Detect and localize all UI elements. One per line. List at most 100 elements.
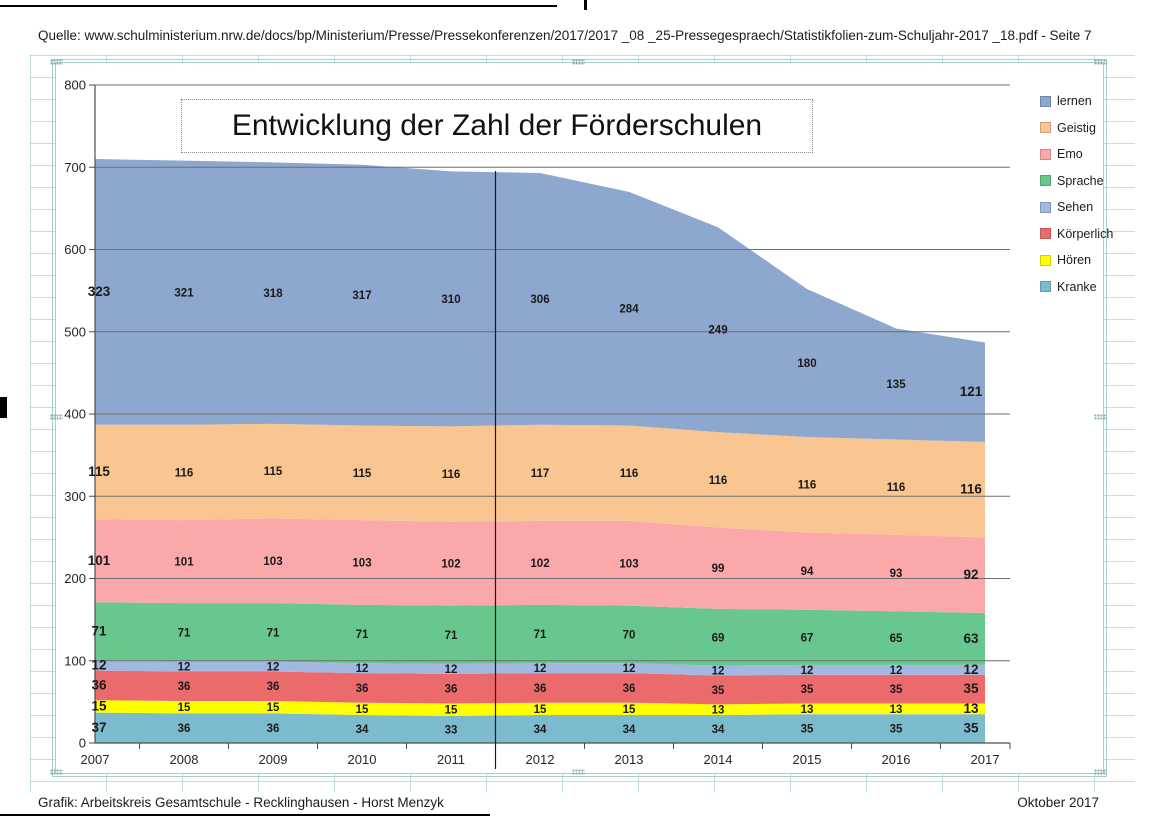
- series-area-Sprache[interactable]: [95, 602, 985, 666]
- selection-handle-bottom-left[interactable]: [50, 769, 63, 775]
- selection-handle-bottom-center[interactable]: [572, 769, 585, 775]
- footer-credit: Grafik: Arbeitskreis Gesamtschule - Reck…: [38, 795, 444, 810]
- value-label-Sehen-2013: 12: [623, 663, 636, 675]
- scan-border-top: [0, 5, 557, 7]
- value-label-Körperlich-2007: 36: [91, 677, 107, 692]
- value-label-Sehen-2015: 12: [801, 665, 814, 677]
- value-label-Sehen-2007: 12: [91, 658, 106, 673]
- legend-item-1[interactable]: Geistig: [1040, 115, 1150, 142]
- legend-swatch: [1040, 175, 1051, 187]
- value-label-lernen-2012: 306: [530, 294, 549, 306]
- series-area-Geistig[interactable]: [95, 423, 985, 538]
- value-label-Sprache-2014: 69: [712, 632, 725, 644]
- series-area-Emo[interactable]: [95, 518, 985, 614]
- selection-handle-middle-right[interactable]: [1094, 414, 1107, 420]
- y-tick-label: 600: [64, 242, 86, 257]
- value-label-Hören-2012: 15: [534, 704, 547, 716]
- legend-label: Kranke: [1057, 279, 1097, 294]
- value-label-Kranke-2014: 34: [712, 724, 725, 736]
- value-label-Kranke-2011: 33: [445, 724, 458, 736]
- legend-label: Körperlich: [1057, 226, 1114, 241]
- value-label-Geistig-2014: 116: [709, 475, 728, 487]
- value-label-Sehen-2017: 12: [963, 662, 978, 677]
- value-label-Kranke-2013: 34: [623, 724, 636, 736]
- selection-handle-top-left[interactable]: [50, 59, 63, 65]
- value-label-Sehen-2012: 12: [534, 663, 547, 675]
- value-label-Emo-2014: 99: [712, 563, 725, 575]
- x-tick-label: 2014: [704, 752, 733, 767]
- value-label-lernen-2007: 323: [88, 284, 111, 299]
- value-label-Kranke-2009: 36: [267, 723, 280, 735]
- x-tick-label: 2016: [882, 752, 911, 767]
- value-label-lernen-2013: 284: [619, 304, 639, 316]
- value-label-Kranke-2017: 35: [963, 721, 979, 736]
- chart-legend[interactable]: lernen Geistig Emo Sprache Sehen Körperlich Hö…: [1040, 88, 1150, 300]
- value-label-Kranke-2007: 37: [91, 720, 106, 735]
- legend-swatch: [1040, 122, 1051, 134]
- value-label-Sprache-2011: 71: [445, 630, 458, 642]
- selection-handle-top-right[interactable]: [1094, 59, 1107, 65]
- selection-handle-bottom-right[interactable]: [1094, 769, 1107, 775]
- y-tick-label: 700: [64, 160, 86, 175]
- value-label-Sprache-2010: 71: [356, 629, 369, 641]
- legend-item-3[interactable]: Sprache: [1040, 168, 1150, 195]
- x-tick-label: 2012: [526, 752, 555, 767]
- legend-label: lernen: [1057, 94, 1092, 109]
- legend-item-6[interactable]: Hören: [1040, 247, 1150, 274]
- value-label-lernen-2017: 121: [960, 384, 983, 399]
- value-label-Kranke-2016: 35: [890, 724, 903, 736]
- scan-mark-left: [0, 397, 7, 418]
- legend-swatch: [1040, 281, 1051, 293]
- value-label-Sehen-2016: 12: [890, 665, 903, 677]
- value-label-Hören-2017: 13: [963, 701, 979, 716]
- legend-swatch: [1040, 95, 1051, 107]
- legend-swatch: [1040, 148, 1051, 160]
- chart-title: Entwicklung der Zahl der Förderschulen: [231, 109, 763, 142]
- y-tick-label: 800: [64, 78, 86, 93]
- selection-handle-top-center[interactable]: [572, 59, 585, 65]
- value-label-Sehen-2008: 12: [178, 662, 191, 674]
- value-label-Emo-2008: 101: [174, 557, 194, 569]
- value-label-Sehen-2010: 12: [356, 663, 369, 675]
- series-area-Hören[interactable]: [95, 700, 985, 716]
- value-label-Hören-2010: 15: [356, 704, 369, 716]
- scan-tick-top: [584, 0, 587, 10]
- legend-item-4[interactable]: Sehen: [1040, 194, 1150, 221]
- source-line: Quelle: www.schulministerium.nrw.de/docs…: [38, 28, 1092, 43]
- value-label-Emo-2012: 102: [530, 558, 549, 570]
- scan-border-bottom: [0, 814, 490, 816]
- x-tick-label: 2011: [437, 752, 465, 767]
- legend-swatch: [1040, 254, 1051, 266]
- y-tick-label: 0: [79, 736, 86, 751]
- value-label-Emo-2009: 103: [263, 556, 282, 568]
- value-label-Kranke-2015: 35: [801, 724, 814, 736]
- value-label-Geistig-2015: 116: [798, 480, 817, 492]
- series-area-Sehen[interactable]: [95, 660, 985, 676]
- value-label-Geistig-2013: 116: [620, 468, 639, 480]
- legend-label: Hören: [1057, 253, 1092, 268]
- x-tick-label: 2007: [81, 752, 110, 767]
- value-label-Körperlich-2010: 36: [356, 683, 369, 695]
- x-tick-label: 2008: [170, 752, 199, 767]
- value-label-Hören-2013: 15: [623, 704, 636, 716]
- chart-title-box[interactable]: Entwicklung der Zahl der Förderschulen: [181, 99, 813, 153]
- value-label-Sprache-2016: 65: [890, 633, 903, 645]
- y-tick-label: 200: [64, 571, 86, 586]
- x-tick-label: 2009: [259, 752, 288, 767]
- value-label-Kranke-2008: 36: [178, 723, 191, 735]
- value-label-Hören-2009: 15: [267, 702, 280, 714]
- series-area-Kranke[interactable]: [95, 712, 985, 743]
- legend-item-0[interactable]: lernen: [1040, 88, 1150, 115]
- legend-item-7[interactable]: Kranke: [1040, 274, 1150, 301]
- legend-item-2[interactable]: Emo: [1040, 141, 1150, 168]
- value-label-lernen-2016: 135: [886, 379, 906, 391]
- value-label-Körperlich-2009: 36: [267, 681, 280, 693]
- series-area-lernen[interactable]: [95, 159, 985, 442]
- legend-label: Sprache: [1057, 173, 1104, 188]
- value-label-Emo-2007: 101: [88, 553, 111, 568]
- legend-item-5[interactable]: Körperlich: [1040, 221, 1150, 248]
- value-label-Körperlich-2013: 36: [623, 683, 636, 695]
- selection-handle-middle-left[interactable]: [50, 414, 63, 420]
- series-area-Körperlich[interactable]: [95, 670, 985, 705]
